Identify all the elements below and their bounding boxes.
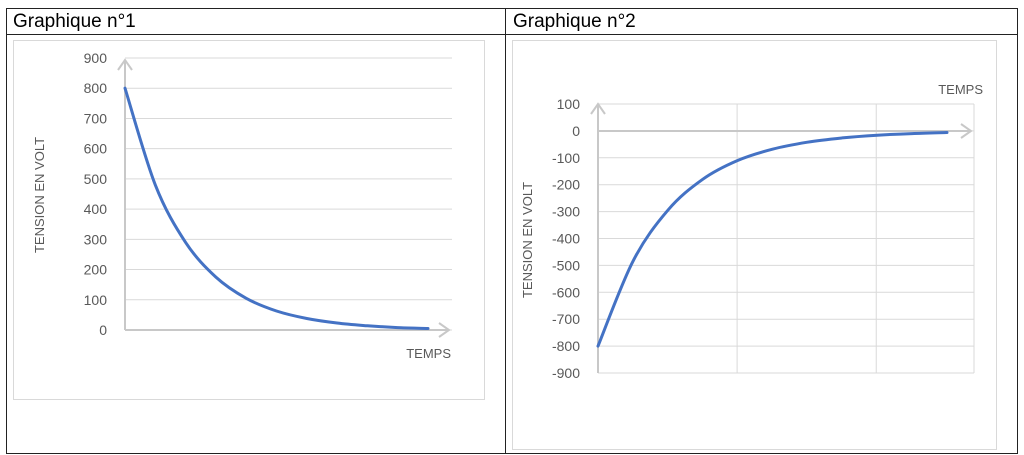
y-axis-label: TENSION EN VOLT <box>520 182 535 298</box>
y-tick-label: -700 <box>552 311 580 327</box>
y-tick-label: 0 <box>572 123 580 139</box>
y-axis-label: TENSION EN VOLT <box>32 137 47 253</box>
y-tick-label: 800 <box>84 80 108 96</box>
header-graph-1: Graphique n°1 <box>13 11 136 32</box>
y-tick-label: 500 <box>84 171 108 187</box>
y-tick-label: 900 <box>84 50 108 66</box>
y-tick-label: 700 <box>84 110 108 126</box>
y-tick-label: -600 <box>552 284 580 300</box>
chart-2-panel <box>512 40 997 450</box>
series-line <box>123 86 430 330</box>
header-divider <box>7 34 1017 35</box>
y-tick-label: -200 <box>552 177 580 193</box>
graph-table: Graphique n°1 Graphique n°2 <box>6 8 1018 454</box>
y-tick-label: 400 <box>84 201 108 217</box>
y-tick-label: 200 <box>84 262 108 278</box>
y-tick-label: 0 <box>99 322 107 338</box>
y-tick-label: -300 <box>552 204 580 220</box>
x-axis-label: TEMPS <box>938 82 983 97</box>
y-tick-label: -100 <box>552 150 580 166</box>
y-tick-label: 300 <box>84 231 108 247</box>
x-axis-arrow <box>598 123 973 139</box>
header-graph-2: Graphique n°2 <box>513 11 636 32</box>
y-axis-arrow <box>117 58 133 330</box>
y-axis-arrow <box>590 102 606 373</box>
y-tick-label: -500 <box>552 257 580 273</box>
y-tick-label: -900 <box>552 365 580 381</box>
x-axis-arrow <box>125 322 451 338</box>
y-tick-label: -400 <box>552 231 580 247</box>
chart-1-panel <box>13 40 485 400</box>
y-tick-label: -800 <box>552 338 580 354</box>
y-tick-label: 100 <box>557 96 581 112</box>
y-tick-label: 100 <box>84 292 108 308</box>
x-axis-label: TEMPS <box>406 346 451 361</box>
column-divider <box>505 9 506 453</box>
y-tick-label: 600 <box>84 141 108 157</box>
series-line <box>596 131 949 348</box>
